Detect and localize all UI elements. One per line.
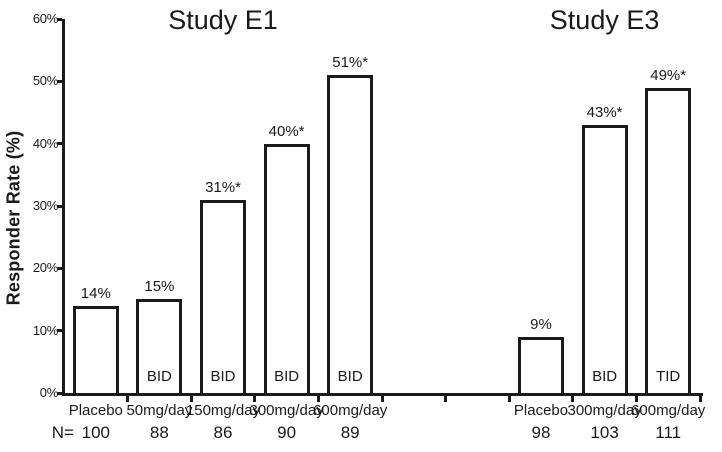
x-category-label: 300mg/day — [249, 402, 324, 419]
bar-value-label: 14% — [80, 285, 111, 302]
x-tick-mark — [571, 393, 575, 402]
n-value: 86 — [213, 423, 233, 442]
bar-regimen-label: BID — [592, 368, 618, 385]
y-tick-mark — [57, 266, 62, 270]
n-value: 88 — [149, 423, 169, 442]
bar-regimen-label: BID — [146, 368, 172, 385]
bar — [263, 144, 310, 393]
x-category-label: 300mg/day — [567, 402, 642, 419]
y-tick-label: 20% — [32, 260, 58, 276]
x-category-label: Placebo — [68, 402, 123, 419]
bar-value-label: 40%* — [268, 123, 305, 140]
y-tick-label: 30% — [32, 198, 58, 213]
bar — [136, 299, 183, 393]
bar-regimen-label: BID — [337, 368, 363, 385]
bar-regimen-label: BID — [210, 368, 236, 385]
n-value: 100 — [81, 423, 110, 442]
y-tick-mark — [57, 204, 62, 208]
bar-value-label: 31%* — [205, 179, 241, 196]
y-tick-mark — [57, 142, 62, 146]
y-tick-mark — [57, 17, 62, 21]
bar-value-label: 15% — [144, 278, 175, 295]
y-axis-line — [62, 19, 65, 396]
x-tick-mark — [253, 393, 257, 402]
bar-regimen-label: BID — [274, 368, 300, 385]
y-tick-label: 50% — [32, 73, 58, 89]
x-tick-mark — [634, 393, 638, 402]
y-tick-mark — [57, 391, 62, 395]
n-row-label: N= — [51, 423, 74, 442]
bar — [200, 200, 246, 393]
y-tick-mark — [57, 329, 62, 333]
bar-value-label: 9% — [530, 316, 552, 333]
x-category-label: 600mg/day — [631, 402, 706, 419]
bar — [72, 306, 119, 393]
bar-value-label: 51%* — [332, 54, 369, 71]
x-tick-mark — [444, 393, 448, 402]
study-title: Study E1 — [168, 5, 278, 35]
x-tick-mark — [189, 393, 193, 402]
n-value: 103 — [590, 423, 619, 442]
n-value: 98 — [531, 423, 551, 442]
x-category-label: 600mg/day — [313, 402, 388, 419]
bar-value-label: 49%* — [650, 67, 687, 84]
n-value: 111 — [655, 423, 682, 442]
x-tick-mark — [126, 393, 130, 402]
x-tick-mark — [380, 393, 384, 402]
bar — [645, 88, 692, 393]
bar — [518, 337, 564, 393]
n-value: 89 — [340, 423, 360, 442]
x-category-label: 150mg/day — [185, 402, 261, 419]
x-category-label: 50mg/day — [126, 402, 193, 419]
bar-value-label: 43%* — [586, 104, 623, 121]
bar — [581, 125, 628, 393]
y-tick-label: 0% — [39, 385, 59, 400]
x-category-label: Placebo — [513, 402, 569, 419]
y-tick-label: 60% — [32, 11, 58, 26]
y-tick-label: 10% — [32, 322, 58, 338]
y-tick-label: 40% — [32, 135, 58, 151]
n-value: 90 — [277, 423, 297, 442]
bar — [327, 75, 374, 393]
y-tick-mark — [57, 79, 62, 83]
x-tick-mark — [507, 393, 511, 402]
x-tick-mark — [698, 393, 702, 402]
x-tick-mark — [316, 393, 320, 402]
study-title: Study E3 — [549, 5, 660, 35]
bar-regimen-label: TID — [656, 368, 681, 385]
